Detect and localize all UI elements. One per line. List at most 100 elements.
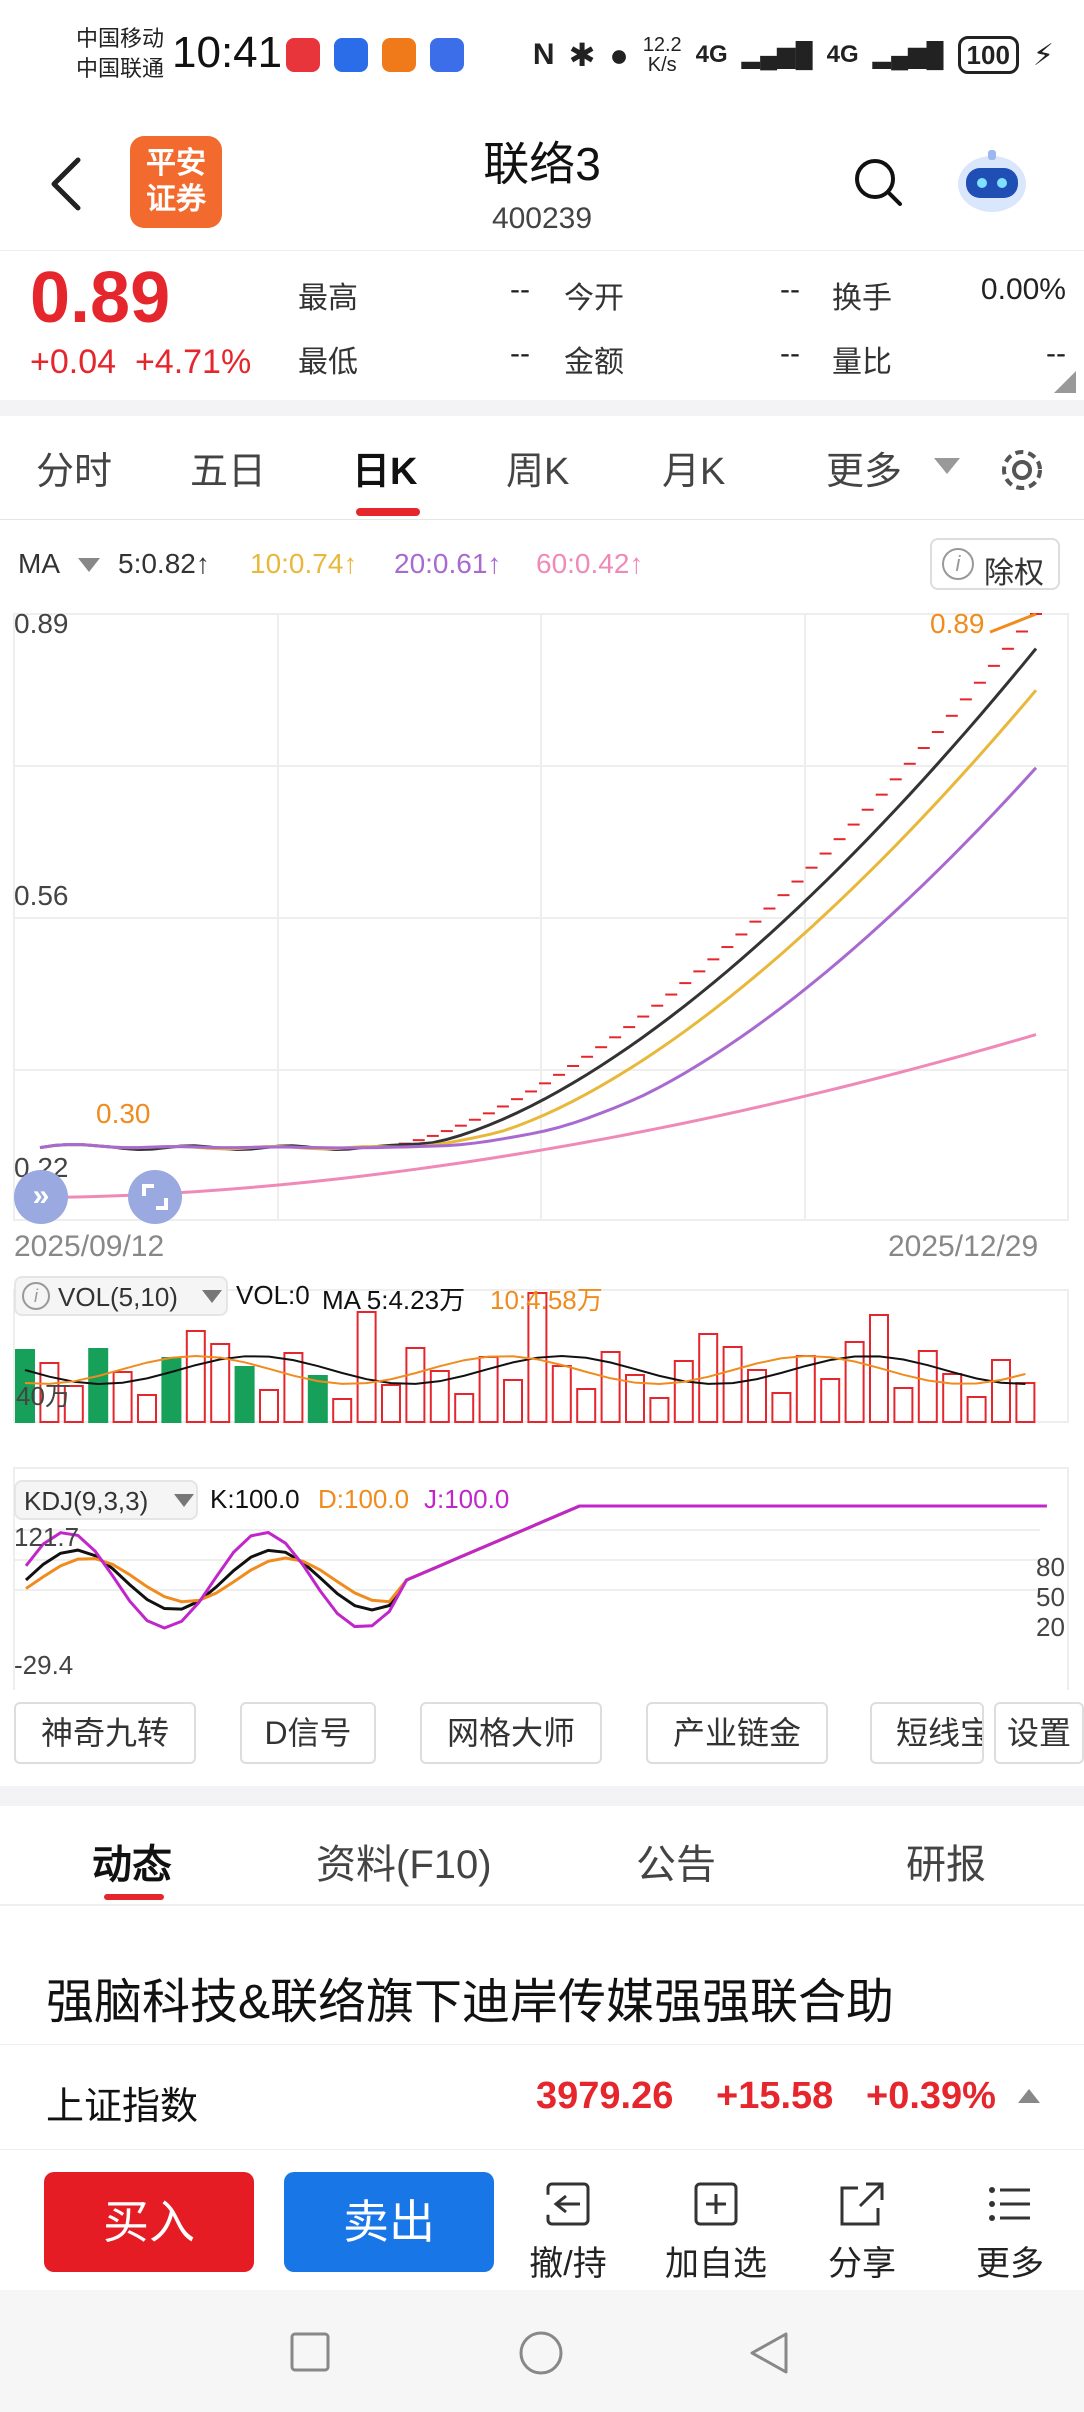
app-notification-icon xyxy=(334,38,368,72)
carrier-2: 中国联通 xyxy=(76,56,165,81)
volume-bar xyxy=(625,1374,645,1423)
kdj-line xyxy=(24,1504,1047,1630)
buy-button[interactable]: 买入 xyxy=(44,2172,254,2272)
volume-bar xyxy=(161,1357,182,1423)
stock-header: 平安 证券 联络3 400239 xyxy=(0,110,1084,250)
volume-bar xyxy=(747,1369,767,1423)
index-change: +15.58 xyxy=(716,2075,834,2117)
volume-bar xyxy=(503,1379,523,1423)
gear-icon[interactable] xyxy=(998,446,1046,494)
indicator-button[interactable]: 神奇九转 xyxy=(14,1702,196,1764)
volume-bar xyxy=(942,1373,963,1423)
more-button[interactable]: 更多 xyxy=(950,2178,1070,2285)
k-line-chart[interactable]: 0.89 0.56 0.22 0.89 0.30 » 2025/09/12 20… xyxy=(0,600,1084,1690)
news-headline[interactable]: 强脑科技&联络旗下迪岸传媒强强联合助 xyxy=(46,1976,895,2029)
price-change: +0.04 +4.71% xyxy=(30,343,252,381)
period-tabs: 分时 五日 日K 周K 月K 更多 xyxy=(0,416,1084,520)
volume-bar xyxy=(991,1359,1011,1423)
volume-bar xyxy=(893,1387,914,1423)
robot-assistant-icon[interactable] xyxy=(952,146,1032,218)
tab-profile[interactable]: 资料(F10) xyxy=(316,1843,492,1887)
ma10-value: 10:0.74↑ xyxy=(250,548,358,579)
last-price: 0.89 xyxy=(30,258,171,338)
indicator-button[interactable]: D信号 xyxy=(240,1702,376,1764)
volume-bar xyxy=(283,1352,304,1423)
divider xyxy=(0,1904,1084,1906)
volume-bar xyxy=(722,1346,743,1423)
indicator-button[interactable]: 网格大师 xyxy=(420,1702,602,1764)
carrier-1: 中国移动 xyxy=(76,26,165,51)
volume-bar xyxy=(63,1385,84,1423)
stock-name: 联络3 xyxy=(483,138,601,190)
scroll-to-start-icon[interactable]: » xyxy=(14,1170,68,1224)
active-tab-indicator xyxy=(104,1894,164,1900)
kdj-top: 121.7 xyxy=(14,1522,80,1552)
volume-bar xyxy=(88,1348,109,1423)
low-value: -- xyxy=(510,337,530,370)
tab-intraday[interactable]: 分时 xyxy=(36,451,113,493)
y-axis-top: 0.89 xyxy=(14,608,69,639)
search-icon[interactable] xyxy=(852,156,904,208)
volume-bar xyxy=(576,1388,597,1423)
bluetooth-icon: ✱ xyxy=(568,37,596,73)
share-button[interactable]: 分享 xyxy=(802,2178,922,2285)
nfc-icon: N xyxy=(532,38,555,71)
signal-bars-icon: ▂▄▆█ xyxy=(872,41,944,69)
home-icon[interactable] xyxy=(518,2330,564,2376)
ma20-value: 20:0.61↑ xyxy=(394,548,502,579)
dropdown-arrow-icon[interactable] xyxy=(934,458,960,476)
index-ticker[interactable]: 上证指数 3979.26 +15.58 +0.39% xyxy=(0,2044,1084,2150)
volume-bar xyxy=(210,1343,231,1423)
volume-ma-lines xyxy=(24,1354,1026,1385)
kdj-d: D:100.0 xyxy=(318,1484,410,1514)
system-nav-bar xyxy=(0,2290,1084,2412)
share-icon xyxy=(840,2182,884,2226)
kdj-bottom: -29.4 xyxy=(14,1650,74,1680)
tab-daily-k[interactable]: 日K xyxy=(352,451,418,493)
withdraw-icon xyxy=(546,2182,590,2226)
volume-bar xyxy=(551,1365,572,1423)
chat-app-icon xyxy=(430,38,464,72)
ma-line xyxy=(39,766,1038,1150)
tab-monthly-k[interactable]: 月K xyxy=(662,451,726,493)
stock-code: 400239 xyxy=(491,202,593,235)
back-arrow-icon[interactable] xyxy=(46,154,86,214)
indicator-button[interactable]: 产业链金 xyxy=(646,1702,828,1764)
volume-bar xyxy=(234,1366,255,1423)
kdj-indicator-selector[interactable]: KDJ(9,3,3) xyxy=(14,1480,198,1520)
volume-bar xyxy=(966,1396,987,1423)
back-icon[interactable] xyxy=(748,2330,790,2376)
volume-bar xyxy=(259,1389,279,1423)
add-watchlist-button[interactable]: 加自选 xyxy=(656,2178,776,2285)
kdj-line xyxy=(25,1504,1047,1604)
tab-more[interactable]: 更多 xyxy=(826,451,903,493)
recent-apps-icon[interactable] xyxy=(290,2332,330,2372)
fullscreen-icon[interactable] xyxy=(128,1170,182,1224)
ma-dropdown-icon[interactable] xyxy=(78,558,100,574)
volume-bar xyxy=(381,1384,401,1423)
tab-announcements[interactable]: 公告 xyxy=(636,1843,716,1887)
index-change-pct: +0.39% xyxy=(866,2075,996,2117)
tab-five-day[interactable]: 五日 xyxy=(190,451,267,493)
sell-button[interactable]: 卖出 xyxy=(284,2172,494,2272)
volume-bar xyxy=(356,1311,377,1423)
ma-label[interactable]: MA xyxy=(18,548,60,579)
tab-news[interactable]: 动态 xyxy=(92,1843,172,1887)
withdraw-hold-button[interactable]: 撤/持 xyxy=(508,2178,628,2285)
ma-line xyxy=(39,1033,1037,1199)
indicator-settings-button[interactable]: 设置 xyxy=(994,1702,1084,1764)
volume-bar xyxy=(429,1370,450,1423)
low-price-tag: 0.30 xyxy=(96,1098,151,1129)
vol-indicator-selector[interactable]: i VOL(5,10) xyxy=(14,1276,228,1316)
expand-up-icon[interactable] xyxy=(1018,2089,1040,2105)
high-label: 最高 xyxy=(298,282,358,315)
volume-bar xyxy=(771,1392,792,1423)
charging-icon: ⚡ xyxy=(1032,38,1054,72)
tab-research[interactable]: 研报 xyxy=(906,1843,986,1887)
expand-corner-icon[interactable] xyxy=(1054,371,1076,393)
fuquan-button[interactable]: i 除权 xyxy=(930,538,1060,590)
tab-weekly-k[interactable]: 周K xyxy=(506,451,570,493)
indicator-button[interactable]: 短线宝 xyxy=(870,1702,984,1764)
carrier-info: 中国移动 中国联通 xyxy=(76,24,164,84)
huawei-app-icon xyxy=(286,38,320,72)
